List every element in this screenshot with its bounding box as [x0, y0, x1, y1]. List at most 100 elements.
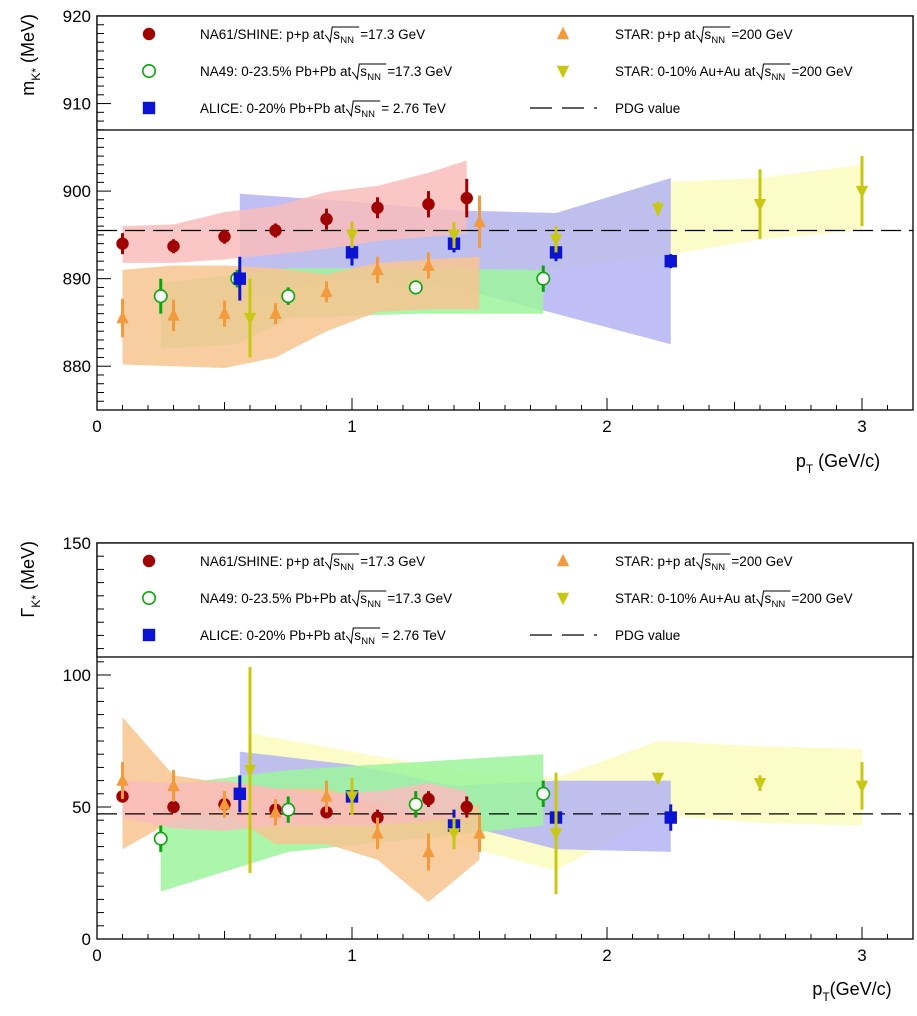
star_auau-point	[345, 791, 359, 804]
legend-entry-alice: ALICE: 0-20% Pb+Pb at s NN = 2.76 TeV	[142, 100, 446, 120]
legend-entry-pdg: PDG value	[530, 101, 680, 116]
legend-marker-alice	[142, 628, 156, 642]
sqrt-s-label: s	[764, 591, 771, 606]
legend-entry-star_auau: STAR: 0-10% Au+Au at s NN =200 GeV	[556, 63, 853, 83]
legend-sqrt-na49: s NN	[351, 590, 387, 610]
axes: 0 1 2 3 880 890 900 910 920	[63, 7, 914, 436]
star_auau-point	[243, 764, 257, 778]
star_auau-series	[243, 667, 869, 895]
legend-label: =17.3 GeV	[360, 27, 425, 42]
star_pp-point	[371, 826, 384, 839]
na49-point	[408, 280, 423, 295]
star_auau-point	[447, 828, 461, 841]
sqrt-nn-label: NN	[367, 599, 381, 610]
legend-label: PDG value	[615, 101, 680, 116]
legend-label: =200 GeV	[791, 64, 852, 79]
legend-marker-na49	[142, 64, 157, 79]
star_pp-point	[422, 258, 435, 271]
legend-label: = 2.76 TeV	[381, 101, 446, 116]
star_pp-point	[269, 805, 282, 818]
na61-point	[320, 212, 333, 226]
star_pp-point	[167, 308, 180, 321]
star_pp-series	[116, 762, 486, 871]
sqrt-sign	[324, 26, 360, 44]
mass-panel: 0 1 2 3 880 890 900 910 920 pT (GeV/c) mK* (MeV) NA…	[18, 7, 914, 476]
sqrt-sign	[756, 590, 791, 608]
alice-point	[664, 811, 677, 824]
legend-marker-star_pp	[556, 553, 570, 567]
na61-point	[460, 800, 473, 814]
na61-point	[167, 800, 180, 814]
y-tick-label: 910	[63, 95, 91, 114]
sqrt-s-label: s	[354, 628, 361, 643]
star_auau-point	[753, 778, 767, 791]
na49-point	[408, 797, 423, 812]
legend-label: =17.3 GeV	[360, 554, 425, 569]
sqrt-nn-label: NN	[340, 35, 354, 46]
legend-label: NA61/SHINE: p+p at	[200, 554, 324, 569]
star_auau-point	[855, 185, 869, 199]
star_pp-band	[122, 256, 480, 368]
legend-box	[96, 15, 914, 131]
alice-series	[233, 234, 677, 301]
legend-sqrt-star_pp: s NN	[696, 26, 731, 46]
na49-series	[153, 780, 551, 852]
sqrt-sign	[351, 590, 387, 608]
na49-point	[153, 289, 168, 304]
na61-point	[116, 237, 129, 250]
legend: NA61/SHINE: p+p at s NN =17.3 GeV STAR: p+p…	[142, 553, 853, 647]
star_pp-point	[473, 214, 486, 227]
legend-marker-star_auau	[556, 65, 570, 79]
axes: 0 1 2 3 0 50 100 150	[63, 534, 914, 965]
na49-point	[536, 271, 551, 286]
sqrt-s-label: s	[704, 554, 711, 569]
na61-point	[422, 198, 435, 211]
alice-point	[233, 787, 246, 800]
x-tick-label: 1	[347, 417, 356, 436]
na61-series	[116, 178, 473, 255]
legend-label: NA49: 0-23.5% Pb+Pb at	[200, 64, 351, 79]
na49-point	[281, 802, 296, 817]
x-tick-label: 3	[857, 946, 866, 965]
na49-point	[536, 786, 551, 801]
y-tick-label: 50	[72, 798, 91, 817]
star_pp-point	[473, 826, 486, 839]
y-tick-label: 0	[82, 930, 91, 949]
legend-label: PDG value	[615, 628, 680, 643]
sqrt-sign	[696, 553, 731, 571]
legend-marker-na61	[142, 554, 156, 568]
legend-label: NA61/SHINE: p+p at	[200, 27, 324, 42]
x-tick-label: 2	[602, 417, 611, 436]
star_auau-series	[243, 156, 869, 358]
sqrt-nn-label: NN	[367, 72, 381, 83]
legend-label: =200 GeV	[791, 591, 852, 606]
star_pp-point	[167, 778, 180, 792]
na61-band	[122, 160, 467, 263]
sqrt-nn-label: NN	[711, 35, 725, 46]
legend-label: ALICE: 0-20% Pb+Pb at	[200, 101, 345, 116]
sqrt-nn-label: NN	[361, 636, 375, 647]
star_pp-point	[116, 310, 129, 324]
sqrt-nn-label: NN	[771, 72, 785, 83]
sqrt-s-label: s	[360, 591, 367, 606]
legend-label: = 2.76 TeV	[381, 628, 446, 643]
legend-sqrt-na61: s NN	[324, 26, 360, 46]
legend-entry-na49: NA49: 0-23.5% Pb+Pb at s NN =17.3 GeV	[142, 63, 452, 83]
na61-point	[371, 201, 384, 214]
legend-entry-alice: ALICE: 0-20% Pb+Pb at s NN = 2.76 TeV	[142, 627, 446, 647]
legend-marker-alice	[142, 101, 156, 115]
legend-sqrt-star_pp: s NN	[696, 553, 731, 573]
legend-label: =17.3 GeV	[387, 64, 452, 79]
star_auau-point	[753, 199, 767, 212]
star_auau-point	[549, 234, 563, 247]
star_pp-point	[269, 306, 282, 319]
star_pp-point	[116, 773, 129, 786]
width-panel: 0 1 2 3 0 50 100 150 pT(GeV/c) ΓK* (MeV) NA61/SHIN…	[18, 534, 914, 1004]
y-tick-label: 880	[63, 357, 91, 376]
legend-label: STAR: 0-10% Au+Au at	[615, 591, 756, 606]
sqrt-s-label: s	[333, 27, 340, 42]
star_auau-point	[447, 229, 461, 243]
na49-point	[153, 831, 168, 846]
na49-point	[281, 289, 296, 304]
sqrt-nn-label: NN	[361, 109, 375, 120]
